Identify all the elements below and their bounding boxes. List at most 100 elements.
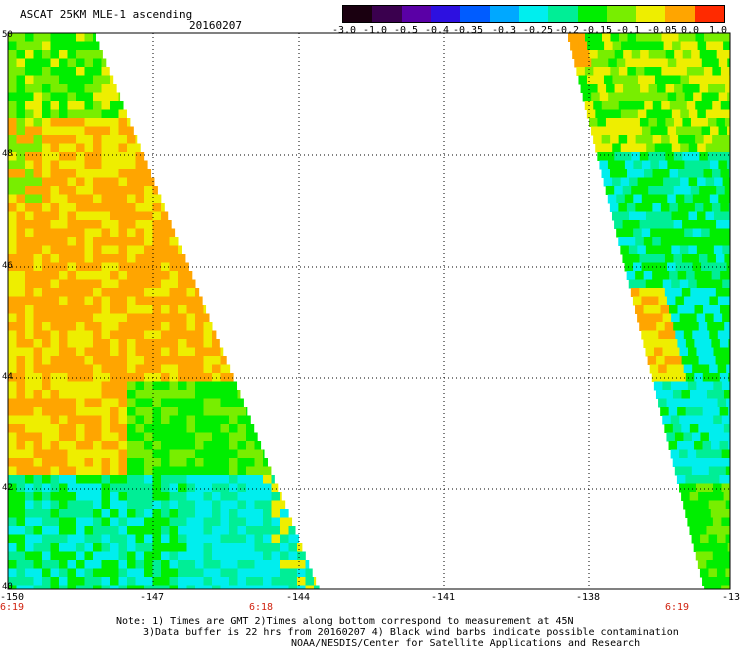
swath-cell <box>178 381 187 391</box>
swath-cell <box>101 577 111 586</box>
swath-cell <box>702 373 712 382</box>
swath-cell <box>246 517 255 527</box>
swath-cell <box>614 50 624 59</box>
swath-cell <box>8 483 17 493</box>
swath-cell <box>697 109 707 119</box>
swath-cell <box>101 466 111 476</box>
swath-cell <box>8 432 17 442</box>
swath-cell <box>42 58 51 68</box>
swath-cell <box>135 551 145 561</box>
swath-cell <box>42 169 51 178</box>
swath-cell <box>675 228 685 238</box>
swath-cell <box>662 415 672 425</box>
swath-cell <box>25 356 34 365</box>
swath-cell <box>186 432 196 442</box>
swath-cell <box>701 194 711 204</box>
swath-cell <box>701 58 711 68</box>
swath-cell <box>669 67 679 76</box>
swath-cell <box>662 313 672 323</box>
swath-cell <box>212 551 221 561</box>
swath-cell <box>717 296 727 306</box>
swath-cell <box>84 551 94 561</box>
swath-cell <box>42 347 51 357</box>
swath-cell <box>33 543 43 552</box>
swath-cell <box>178 339 187 348</box>
swath-cell <box>93 262 102 272</box>
swath-cell <box>614 186 624 195</box>
swath-cell <box>603 177 613 187</box>
swath-cell <box>16 92 26 102</box>
swath-cell <box>203 551 213 561</box>
swath-cell <box>709 228 719 238</box>
swath-cell <box>33 143 43 153</box>
swath-cell <box>237 458 247 467</box>
swath-cell <box>8 254 17 263</box>
swath-cell <box>152 517 162 527</box>
swath-cell <box>118 118 128 127</box>
swath-cell <box>169 432 179 442</box>
swath-cell <box>169 220 172 229</box>
swath-cell <box>629 109 639 119</box>
swath-cell <box>127 143 136 153</box>
swath-cell <box>624 262 634 272</box>
swath-cell <box>675 194 685 204</box>
swath-cell <box>169 373 179 382</box>
swath-cell <box>706 424 716 433</box>
swath-cell <box>42 585 51 589</box>
swath-cell <box>110 169 119 178</box>
swath-cell <box>33 517 43 527</box>
swath-cell <box>203 407 213 416</box>
swath-cell <box>705 109 715 119</box>
swath-cell <box>101 50 103 59</box>
swath-cell <box>641 160 651 170</box>
swath-cell <box>637 75 647 85</box>
swath-cell <box>695 551 705 561</box>
swath-cell <box>601 101 611 110</box>
swath-cell <box>696 279 706 289</box>
swath-cell <box>76 424 85 433</box>
swath-cell <box>16 347 26 357</box>
swath-cell <box>59 118 68 127</box>
swath-cell <box>203 577 213 586</box>
swath-cell <box>618 203 628 212</box>
swath-cell <box>8 364 17 374</box>
swath-cell <box>144 296 153 306</box>
swath-cell <box>76 305 85 314</box>
swath-cell <box>93 577 102 586</box>
swath-cell <box>701 228 711 238</box>
swath-cell <box>570 41 580 51</box>
swath-cell <box>696 381 706 391</box>
swath-cell <box>705 313 715 323</box>
swath-cell <box>694 373 704 382</box>
swath-cell <box>25 390 34 399</box>
scale-label: 0.0 <box>680 25 700 36</box>
swath-cell <box>702 577 712 586</box>
swath-cell <box>593 33 603 42</box>
swath-cell <box>271 585 281 589</box>
swath-cell <box>673 186 683 195</box>
swath-cell <box>33 135 43 144</box>
swath-cell <box>8 568 17 578</box>
swath-cell <box>16 143 26 153</box>
swath-cell <box>707 186 717 195</box>
swath-cell <box>642 92 652 102</box>
swath-cell <box>110 390 119 399</box>
swath-cell <box>8 585 17 589</box>
swath-cell <box>263 466 272 476</box>
swath-cell <box>674 50 684 59</box>
swath-cell <box>679 211 689 221</box>
swath-cell <box>582 58 592 68</box>
swath-cell <box>67 237 77 246</box>
swath-cell <box>665 50 675 59</box>
swath-cell <box>161 534 170 544</box>
swath-cell <box>110 228 119 238</box>
swath-cell <box>59 58 68 68</box>
swath-cell <box>144 322 153 331</box>
swath-cell <box>59 534 68 544</box>
swath-cell <box>703 101 713 110</box>
swath-cell <box>169 483 179 493</box>
swath-cell <box>161 373 170 382</box>
swath-cell <box>127 432 136 442</box>
swath-cell <box>660 339 670 348</box>
swath-cell <box>33 203 43 212</box>
